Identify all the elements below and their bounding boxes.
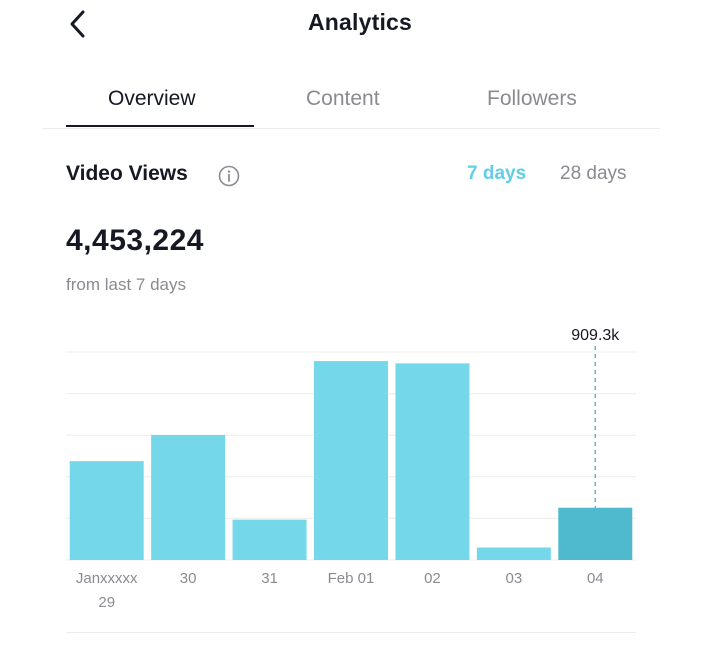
tab-bar: Overview Content Followers <box>42 80 660 129</box>
range-7-days-button[interactable]: 7 days <box>467 163 527 184</box>
tab-content[interactable]: Content <box>306 87 380 110</box>
page-title: Analytics <box>307 9 413 35</box>
tab-overview[interactable]: Overview <box>108 87 196 110</box>
chart-bar[interactable] <box>232 519 307 560</box>
chevron-left-icon[interactable] <box>64 8 92 40</box>
chart-tick-label: 03 <box>506 570 523 587</box>
total-views-value: 4,453,224 <box>66 224 204 257</box>
chart-tick-label: Feb 01 <box>328 570 375 587</box>
chart-tick-label: 04 <box>587 570 604 587</box>
chart-bar[interactable] <box>558 507 633 560</box>
chart-tick-label: 31 <box>261 570 278 587</box>
chart-bar[interactable] <box>314 361 388 560</box>
chart-bar[interactable] <box>395 363 470 560</box>
chart-bar[interactable] <box>69 461 144 560</box>
info-icon[interactable] <box>217 164 241 188</box>
video-views-title: Video Views <box>66 162 188 185</box>
chart-bar[interactable] <box>476 547 551 560</box>
total-views-subtitle: from last 7 days <box>66 275 186 294</box>
chart-tick-label: 02 <box>424 570 441 587</box>
tab-followers[interactable]: Followers <box>487 87 577 110</box>
chart-tick-label: Janxxxxx <box>76 570 138 587</box>
active-tab-indicator <box>66 125 254 127</box>
app-header: Analytics <box>0 0 720 48</box>
bottom-divider <box>66 632 636 633</box>
chart-tick-label: 29 <box>98 594 115 611</box>
chart-selected-value-label: 909.3k <box>571 327 620 344</box>
chart-tick-label: 30 <box>180 570 197 587</box>
video-views-bar-chart: Janxxxxx 29 30 31 Feb 01 02 03 04 909.3k <box>66 327 636 611</box>
range-28-days-button[interactable]: 28 days <box>560 163 627 184</box>
chart-bar[interactable] <box>151 434 226 560</box>
